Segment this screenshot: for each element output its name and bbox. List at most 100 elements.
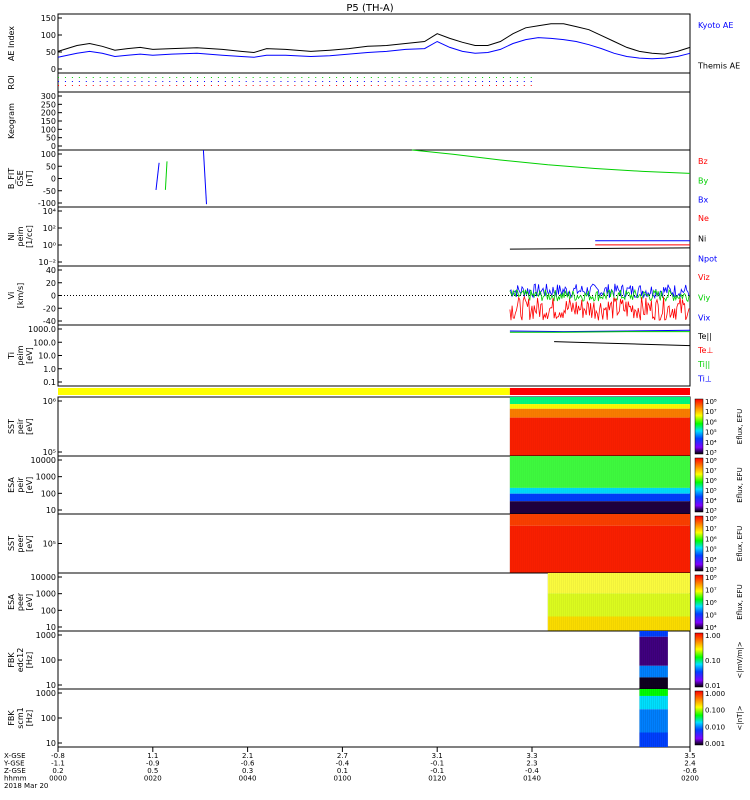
roi-dot	[190, 85, 192, 86]
x-tick-label: 0100	[333, 775, 351, 783]
roi-dot	[356, 77, 358, 78]
roi-dot	[336, 77, 338, 78]
colorbar-tick-label: 10³	[705, 449, 717, 457]
axis-label: ESA	[7, 477, 16, 493]
colorbar-label: Eflux, EFU	[736, 584, 744, 619]
roi-dot	[183, 85, 185, 86]
series-line	[509, 329, 691, 333]
y-tick-label: 10⁴	[43, 207, 56, 216]
axis-label: AE Index	[7, 26, 16, 61]
roi-dot	[384, 77, 386, 78]
colorbar-tick-label: 1.00	[705, 632, 721, 640]
roi-dot	[162, 77, 164, 78]
colorbar-tick-label: 10⁴	[705, 556, 717, 564]
roi-dot	[426, 81, 428, 82]
y-tick-label: 1000	[36, 590, 56, 599]
colorbar-tick-label: 10⁵	[705, 546, 717, 554]
spectrogram-band	[509, 525, 690, 573]
roi-dot	[190, 77, 192, 78]
y-tick-label: 100	[41, 150, 56, 159]
legend-entry: By	[698, 176, 708, 185]
colorbar-tick-label: 0.001	[705, 740, 725, 748]
spectrogram-band	[639, 665, 668, 678]
roi-dot	[148, 77, 150, 78]
axis-label: ESA	[7, 594, 16, 610]
x-tick-label: 0.5	[147, 767, 158, 775]
roi-dot	[203, 81, 205, 82]
roi-dot	[516, 77, 518, 78]
panel-frame	[57, 324, 691, 387]
roi-dot	[482, 85, 484, 86]
x-tick-label: 3.5	[684, 752, 695, 760]
roi-dot	[377, 81, 379, 82]
roi-dot	[370, 85, 372, 86]
axis-label: Ni	[7, 232, 16, 240]
panel-frame	[57, 630, 691, 690]
x-tick-label: 2.7	[337, 752, 348, 760]
roi-dot	[475, 85, 477, 86]
y-tick-label: 10	[46, 681, 56, 690]
roi-dot	[454, 81, 456, 82]
spectrogram-band	[509, 487, 690, 494]
roi-dot	[217, 81, 219, 82]
roi-dot	[377, 77, 379, 78]
roi-dot	[370, 77, 372, 78]
roi-dot	[370, 81, 372, 82]
roi-dot	[176, 77, 178, 78]
y-tick-label: 100	[41, 656, 56, 665]
legend-entry: Te||	[697, 332, 712, 341]
roi-dot	[71, 85, 73, 86]
roi-dot	[308, 81, 310, 82]
colorbar-label: Eflux, EFU	[736, 467, 744, 502]
plot-title: P5 (TH-A)	[346, 3, 393, 14]
legend-entry: Ne	[698, 214, 709, 223]
roi-dot	[343, 77, 345, 78]
x-tick-label: -1.1	[51, 760, 65, 768]
roi-dot	[523, 77, 525, 78]
roi-dot	[419, 81, 421, 82]
spectrogram-band	[509, 404, 690, 409]
colorbar-label: <|mV/m|>	[736, 641, 744, 678]
roi-dot	[461, 85, 463, 86]
axis-label: peim	[16, 226, 25, 246]
roi-dot	[224, 77, 226, 78]
roi-dot	[405, 85, 407, 86]
colorbar-tick-label: 1.000	[705, 690, 725, 698]
roi-dot	[398, 81, 400, 82]
colorbar	[694, 690, 704, 746]
roi-dot	[447, 85, 449, 86]
roi-dot	[141, 81, 143, 82]
roi-dot	[426, 77, 428, 78]
roi-dot	[461, 77, 463, 78]
roi-dot	[509, 77, 511, 78]
axis-label: [1/cc]	[25, 225, 34, 248]
x-tick-label: 2.1	[242, 752, 253, 760]
roi-dot	[405, 77, 407, 78]
roi-dot	[169, 85, 171, 86]
roi-dot	[92, 77, 94, 78]
y-tick-label: 100	[41, 714, 56, 723]
roi-dot	[440, 77, 442, 78]
roi-dot	[391, 85, 393, 86]
roi-dot	[384, 81, 386, 82]
roi-dot	[183, 77, 185, 78]
roi-dot	[176, 85, 178, 86]
panel-fbk2: FBK scm1 [Hz] 10 100 1000 0.001 0.010 0.100 1.000…	[7, 688, 744, 748]
roi-dot	[245, 81, 247, 82]
roi-dot	[169, 77, 171, 78]
roi-dot	[99, 81, 101, 82]
roi-dot	[301, 81, 303, 82]
roi-dot	[113, 81, 115, 82]
x-tick-label: -0.4	[336, 760, 350, 768]
y-tick-label: 10⁵	[43, 540, 56, 549]
roi-dot	[64, 77, 66, 78]
roi-dot	[447, 77, 449, 78]
x-tick-label: -0.1	[430, 767, 444, 775]
series-line	[164, 161, 168, 190]
roi-dot	[523, 85, 525, 86]
y-tick-label: 0	[51, 175, 56, 184]
roi-dot	[315, 77, 317, 78]
roi-dot	[322, 85, 324, 86]
axis-label: [eV]	[25, 347, 34, 364]
x-tick-label: 3.1	[432, 752, 443, 760]
